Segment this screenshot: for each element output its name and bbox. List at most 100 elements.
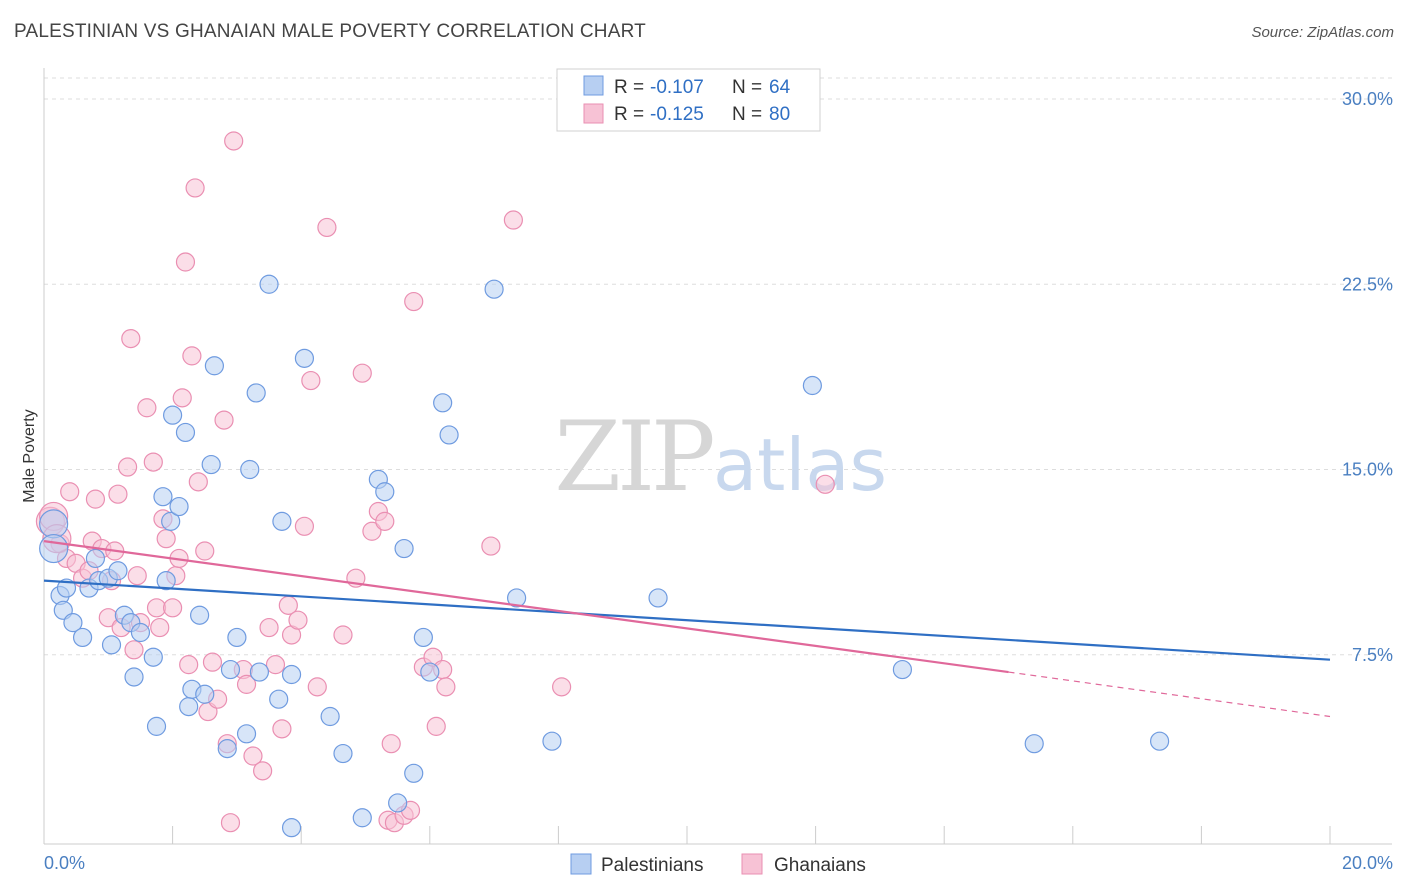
- ghanaians-point-26: [156, 529, 176, 549]
- ghanaians-point-38: [202, 652, 223, 672]
- ghanaians-point-48: [259, 617, 279, 638]
- ghanaians-point-55: [301, 370, 321, 391]
- ghanaians-point-50: [272, 719, 292, 739]
- palestinians-point-0: [39, 509, 69, 539]
- legend-swatch-pink: [583, 103, 604, 124]
- ghanaians-point-17: [121, 328, 141, 349]
- ghanaians-point-53: [288, 610, 308, 630]
- palestinians-point-19: [153, 487, 173, 507]
- ghanaians-point-31: [175, 252, 196, 272]
- legend-r-value-2: -0.125: [650, 104, 704, 125]
- palestinians-point-38: [259, 274, 279, 294]
- palestinians-point-50: [394, 538, 414, 559]
- watermark-zip: ZIP: [554, 401, 713, 513]
- y-tick-label-1: 15.0%: [1342, 460, 1393, 480]
- palestinians-point-62: [1024, 734, 1044, 754]
- palestinians-point-27: [190, 605, 210, 625]
- palestinians-point-4: [56, 578, 77, 598]
- palestinians-point-5: [63, 613, 83, 633]
- palestinians-point-36: [246, 383, 266, 403]
- ghanaians-point-45: [236, 674, 257, 694]
- series-label-palestinians: Palestinians: [601, 855, 703, 876]
- ghanaians-point-57: [317, 217, 337, 238]
- palestinians-point-53: [420, 662, 440, 682]
- palestinians-point-21: [161, 511, 181, 531]
- legend-n-label-1: N =: [732, 77, 762, 98]
- y-axis-label: Male Poverty: [21, 409, 38, 502]
- ghanaians-point-72: [426, 716, 446, 736]
- palestinians-point-48: [375, 482, 395, 502]
- ghanaians-point-32: [179, 655, 199, 675]
- ghanaians-point-18: [124, 640, 144, 660]
- ghanaians-point-16: [117, 457, 138, 477]
- palestinians-points: [39, 274, 1170, 838]
- watermark: ZIP atlas: [554, 401, 887, 513]
- legend-r-value-1: -0.107: [650, 77, 704, 98]
- palestinians-point-8: [85, 548, 106, 569]
- series-swatch-ghanaians: [741, 853, 763, 875]
- palestinians-point-15: [124, 667, 144, 687]
- x-tick-labels: 0.0% 20.0%: [44, 853, 1393, 873]
- legend-n-label-2: N =: [732, 104, 762, 125]
- ghanaians-point-27: [163, 598, 183, 618]
- palestinians-point-37: [249, 662, 270, 682]
- palestinians-point-28: [195, 684, 215, 704]
- ghanaians-point-65: [381, 734, 401, 754]
- palestinians-point-31: [217, 739, 237, 759]
- palestinians-point-42: [281, 664, 302, 685]
- ghanaians-point-42: [220, 813, 241, 833]
- palestinians-point-6: [72, 627, 93, 648]
- series-swatch-palestinians: [570, 853, 592, 875]
- ghanaians-point-54: [294, 516, 315, 536]
- palestinians-point-34: [236, 724, 257, 744]
- palestinians-point-23: [169, 496, 189, 517]
- palestinians-point-29: [201, 454, 221, 475]
- ghanaians-point-60: [352, 363, 372, 383]
- palestinians-point-30: [204, 356, 224, 376]
- palestinians-trend-line: [43, 579, 1331, 661]
- palestinians-point-51: [404, 763, 424, 783]
- palestinians-point-60: [802, 375, 822, 396]
- y-tick-label-2: 22.5%: [1342, 274, 1393, 294]
- palestinians-point-58: [542, 731, 562, 751]
- palestinians-point-59: [648, 588, 668, 608]
- ghanaians-point-61: [362, 521, 382, 541]
- palestinians-point-44: [320, 706, 340, 727]
- y-tick-labels: 7.5% 15.0% 22.5% 30.0%: [1342, 89, 1393, 665]
- palestinians-point-61: [892, 659, 913, 680]
- palestinians-point-57: [507, 588, 527, 608]
- ghanaians-point-14: [108, 484, 128, 504]
- source-label: Source: ZipAtlas.com: [1251, 24, 1394, 41]
- axes: [43, 68, 1392, 845]
- palestinians-point-41: [281, 818, 302, 838]
- ghanaians-point-9: [85, 489, 106, 509]
- legend-n-value-2: 80: [769, 104, 790, 125]
- watermark-atlas: atlas: [713, 423, 887, 507]
- palestinians-point-35: [240, 459, 260, 480]
- ghanaians-point-69: [404, 291, 424, 312]
- palestinians-point-52: [413, 627, 433, 648]
- x-tick-label-0: 0.0%: [44, 853, 85, 873]
- ghanaians-trend-extension: [1008, 671, 1331, 718]
- ghanaians-point-35: [188, 472, 208, 492]
- ghanaians-point-76: [503, 210, 523, 230]
- ghanaians-point-19: [127, 566, 147, 586]
- ghanaians-point-33: [182, 346, 202, 366]
- ghanaians-point-63: [375, 511, 395, 531]
- palestinians-point-22: [163, 405, 183, 425]
- ghanaians-point-78: [815, 474, 835, 494]
- ghanaians-point-21: [137, 398, 157, 418]
- palestinians-point-17: [143, 647, 163, 667]
- ghanaians-point-58: [333, 625, 353, 645]
- ghanaians-point-36: [195, 541, 215, 561]
- ghanaians-point-74: [436, 677, 456, 697]
- palestinians-point-32: [220, 659, 241, 680]
- palestinians-point-12: [108, 561, 128, 581]
- trend-lines: [43, 540, 1331, 718]
- ghanaians-point-34: [185, 178, 205, 198]
- palestinians-point-43: [294, 348, 315, 368]
- palestinians-point-20: [156, 571, 176, 591]
- ghanaians-point-24: [150, 617, 170, 638]
- legend-n-value-1: 64: [769, 77, 791, 98]
- x-tick-label-1: 20.0%: [1342, 853, 1393, 873]
